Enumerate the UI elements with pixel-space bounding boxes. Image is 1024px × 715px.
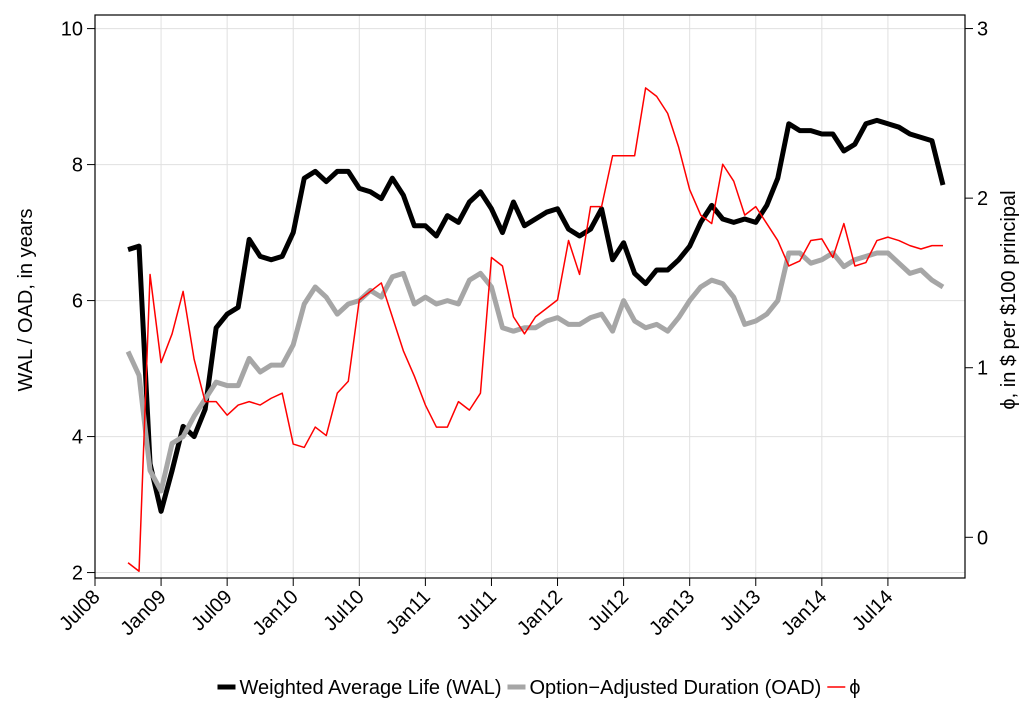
x-tick-label: Jul14 [848,586,897,635]
legend: Weighted Average Life (WAL) Option−Adjust… [217,677,861,699]
x-tick-label: Jul10 [319,586,368,635]
y2-axis-label: ϕ, in $ per $100 principal [998,190,1020,409]
legend-label: Option−Adjusted Duration (OAD) [529,677,821,699]
x-tick-label: Jul09 [187,586,236,635]
x-tick-label: Jul12 [584,586,633,635]
series-line [125,250,945,494]
series-line [127,117,946,514]
x-tick-label: Jan12 [513,586,567,640]
y-tick-label: 6 [72,291,83,313]
y2-tick-label: 2 [977,188,988,210]
y2-tick-label: 0 [977,527,988,549]
legend-label: Weighted Average Life (WAL) [239,677,501,699]
x-tick-label: Jan10 [249,586,303,640]
y-tick-label: 8 [72,155,83,177]
x-tick-label: Jan14 [777,586,831,640]
y2-tick-label: 1 [977,358,988,380]
y-tick-label: 4 [72,427,83,449]
plot-frame [94,14,966,579]
x-tick-label: Jul13 [716,586,765,635]
legend-label: ϕ [849,677,860,699]
y2-tick-label: 3 [977,19,988,41]
x-tick-label: Jan11 [382,586,435,639]
y-tick-label: 10 [61,19,83,41]
x-tick-label: Jan09 [117,586,171,640]
series-line [127,87,943,572]
x-tick-label: Jan13 [645,586,699,640]
x-tick-label: Jul08 [55,586,104,635]
y-axis-label: WAL / OAD, in years [15,208,37,391]
x-tick-label: Jul11 [453,586,501,634]
y-tick-label: 2 [72,563,83,585]
